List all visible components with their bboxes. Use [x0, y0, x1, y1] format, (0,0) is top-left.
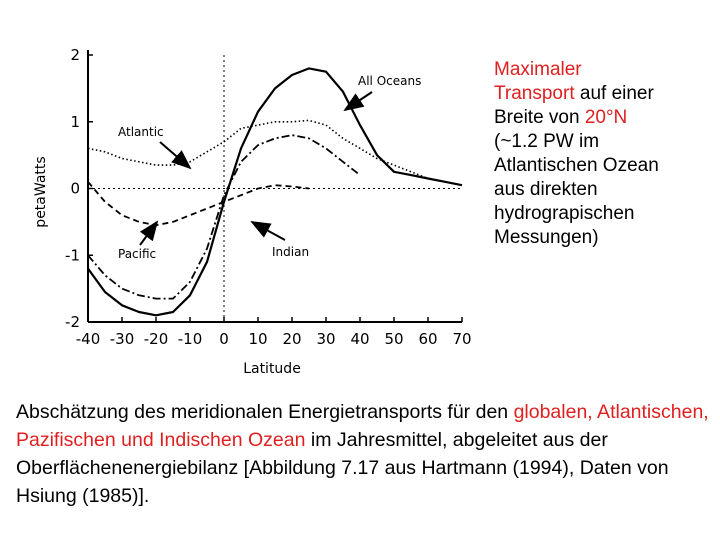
side-line-4: (~1.2 PW im — [494, 131, 600, 152]
y-tick-label: 0 — [70, 180, 80, 198]
caption-part-1: Abschätzung des meridionalen Energietran… — [16, 401, 509, 423]
caption-part-3: im Jahresmittel, abgeleitet aus der Ober… — [16, 429, 669, 507]
x-tick-label: 40 — [350, 330, 369, 348]
x-tick-label: -20 — [144, 330, 169, 348]
series-line-indian — [87, 181, 310, 227]
x-tick-label: 20 — [282, 330, 301, 348]
side-line-7: hydrograpischen — [494, 203, 635, 224]
figure-caption: Abschätzung des meridionalen Energietran… — [16, 398, 716, 510]
x-tick-label: 50 — [384, 330, 403, 348]
y-tick-label: -1 — [65, 246, 80, 264]
x-tick-label: 70 — [452, 330, 471, 348]
arrow-indian — [250, 221, 286, 241]
arrow-all-oceans — [343, 91, 373, 112]
y-tick-label: 2 — [70, 46, 80, 64]
x-axis-title: Latitude — [243, 361, 301, 377]
x-tick-label: 0 — [219, 330, 229, 348]
label-pacific: Pacific — [118, 247, 156, 261]
arrow-atlantic — [159, 141, 192, 170]
label-all-oceans: All Oceans — [358, 74, 421, 88]
side-line-3-pre: Breite von — [494, 107, 585, 128]
x-tick-label: 10 — [248, 330, 267, 348]
side-line-8: Messungen) — [494, 227, 599, 248]
side-annotation: Maximaler Transport auf einer Breite von… — [494, 58, 716, 250]
side-line-5: Atlantischen Ozean — [494, 155, 659, 176]
side-line-1: Maximaler — [494, 59, 582, 80]
energy-transport-chart: -40 -30 -20 -10 0 10 20 30 40 50 60 70 210-1-2 Lati… — [33, 46, 472, 377]
y-axis-title: petaWatts — [33, 156, 49, 227]
x-tick-label: -40 — [76, 330, 101, 348]
y-tick-labels: 2 1 0 -1 -2 — [65, 46, 80, 331]
caption-part-2: globalen, Atlantischen, Pazifischen und … — [16, 401, 709, 451]
series-line-all-oceans — [87, 67, 463, 317]
side-line-3-red: 20°N — [584, 107, 628, 128]
side-line-2-red: Transport — [494, 83, 575, 104]
series-line-pacific — [87, 134, 361, 300]
y-tick-label: -2 — [65, 313, 80, 331]
side-line-2-rest: auf einer — [574, 83, 654, 104]
series-line-atlantic — [87, 119, 463, 186]
x-tick-label: 30 — [316, 330, 335, 348]
arrow-pacific — [139, 220, 159, 246]
x-tick-label: -10 — [178, 330, 203, 348]
x-tick-label: -30 — [110, 330, 135, 348]
series-lines — [87, 67, 463, 317]
side-line-6: aus direkten — [494, 179, 598, 200]
x-tick-labels: -40 -30 -20 -10 0 10 20 30 40 50 60 70 — [76, 330, 472, 348]
label-indian: Indian — [272, 245, 309, 259]
chart-axes — [87, 50, 463, 323]
x-tick-label: 60 — [418, 330, 437, 348]
y-tick-label: 1 — [70, 113, 80, 131]
label-atlantic: Atlantic — [118, 125, 164, 139]
